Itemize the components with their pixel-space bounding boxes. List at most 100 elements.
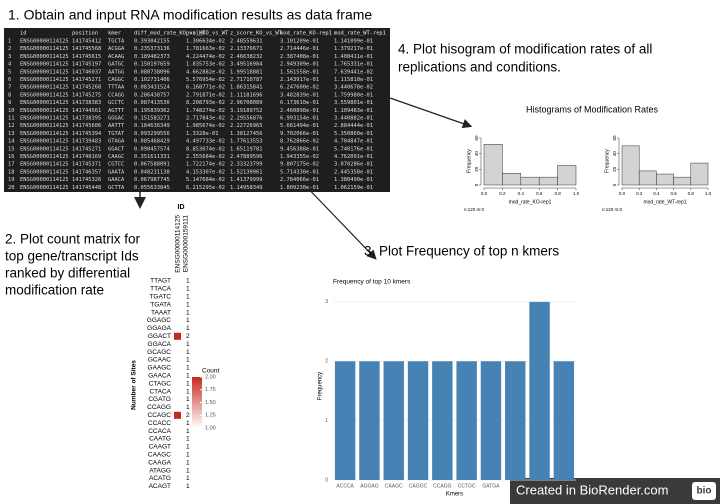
heatmap-row-label: ACAGT <box>149 483 171 490</box>
table-cell: 1.561558e-01 <box>280 69 319 75</box>
heatmap-cell <box>174 396 181 403</box>
legend-gradient <box>192 377 202 428</box>
table-cell: 141745606 <box>72 123 101 129</box>
histogram-title: Histograms of Modification Rates <box>526 104 659 114</box>
table-cell: ENSG00000114125 <box>20 185 69 191</box>
bar <box>359 361 380 480</box>
table-cell: 3 <box>8 54 11 60</box>
heatmap-cell <box>174 309 181 317</box>
logo-box <box>692 482 716 500</box>
heatmap-id-label: ID <box>178 204 185 211</box>
heatmap-row-label: GAAGC <box>148 365 172 372</box>
table-cell: 3.19189752 <box>230 108 262 114</box>
table-cell: 141745371 <box>72 162 101 168</box>
histogram-bar <box>656 173 674 186</box>
heatmap-cell <box>174 317 181 324</box>
table-cell: 5.147684e-02 <box>186 177 225 183</box>
table-cell: ENSG00000114125 <box>20 131 69 137</box>
bar <box>480 361 502 480</box>
table-cell: 2.791871e-02 <box>186 92 225 98</box>
table-cell: 141738383 <box>72 100 101 106</box>
heatmap-cell <box>174 403 181 411</box>
table-cell: 1 <box>8 39 11 45</box>
table-cell: 2.784066e-01 <box>280 177 319 183</box>
heatmap-cell <box>174 348 181 356</box>
x-tick-label: 0.2 <box>499 191 506 196</box>
heatmap-row-label: GCAAC <box>148 357 171 364</box>
table-cell: 141745326 <box>72 177 101 183</box>
table-cell: ENSG00000114125 <box>20 108 69 114</box>
histogram-bar <box>673 176 692 186</box>
legend-tick-label: 1.75 <box>205 387 216 393</box>
legend-tick-label: 2.00 <box>205 374 216 380</box>
heatmap-cell <box>174 475 181 482</box>
heatmap-row-label: GGACT <box>148 333 171 340</box>
table-cell: 0.087413536 <box>134 100 170 106</box>
table-cell: ACGGA <box>108 46 125 52</box>
table-cell: 4.497733e-02 <box>186 139 225 145</box>
table-cell: 3.101209e-01 <box>280 39 319 45</box>
heatmap-cell <box>174 388 181 396</box>
table-cell: 141739483 <box>72 139 101 145</box>
table-cell: 1.3328e-01 <box>186 131 218 137</box>
y-tick-label: 40 <box>612 151 617 157</box>
table-cell: 9 <box>8 100 11 106</box>
bar <box>383 361 404 480</box>
y-tick-label: 20 <box>612 166 617 172</box>
legend-tick-label: 1.25 <box>205 413 216 419</box>
table-cell: 1.765331e-01 <box>334 62 373 68</box>
x-tick-label: GATGA <box>482 483 500 489</box>
heatmap-row-label: CCAGC <box>148 412 172 419</box>
table-cell: 1.835753e-02 <box>186 62 225 68</box>
table-cell: 0.393042155 <box>134 39 170 45</box>
table-cell: 141745271 <box>72 146 101 152</box>
footer-background <box>510 478 720 504</box>
x-tick-label: 0.8 <box>554 191 561 196</box>
table-cell: 1.062159e-01 <box>334 185 373 191</box>
heatmap-column-label: ENSG00000114125 <box>175 215 182 273</box>
heatmap-cell <box>174 324 181 332</box>
y-tick-label: 40 <box>474 151 479 157</box>
heatmap-cell <box>174 459 181 467</box>
heatmap-cell-label: 1 <box>186 396 190 403</box>
table-header: mod_rate_WT-rep1 <box>334 31 386 37</box>
y-tick-label: 60 <box>474 135 479 141</box>
table-cell: 4.762091e-01 <box>334 154 373 160</box>
heatmap-cell <box>174 332 181 340</box>
table-cell: 8.762866e-02 <box>280 139 319 145</box>
table-cell: 1.109483e-01 <box>334 108 373 114</box>
heatmap-row-label: CTAGC <box>149 380 172 387</box>
x-tick-label: 0.2 <box>636 191 643 196</box>
table-cell: 5.661494e-01 <box>280 123 319 129</box>
table-cell: 5 <box>8 69 11 75</box>
heatmap-column-label: ENSG00000159111 <box>183 215 190 273</box>
table-cell: 2.143917e-01 <box>280 77 319 83</box>
histogram-bar <box>621 145 640 186</box>
table-cell: 4.662882e-02 <box>186 69 225 75</box>
step-2-text: 2. Plot count matrix for <box>5 232 141 247</box>
table-cell: 0.195839362 <box>134 108 170 114</box>
table-cell: ENSG00000114125 <box>20 62 69 68</box>
chart-ylabel: Frequency <box>318 372 324 400</box>
table-header: diff_mod_rate_KO_vs_WT <box>134 31 206 37</box>
legend-tick-label: 1.00 <box>205 425 216 431</box>
table-cell: 1.38127456 <box>230 131 262 137</box>
table-cell: 4.224474e-02 <box>186 54 225 60</box>
table-cell: 1.141099e-01 <box>334 39 373 45</box>
table-cell: 0.048231138 <box>134 169 170 175</box>
table-cell: ENSG00000114125 <box>20 85 69 91</box>
table-cell: GAATA <box>108 169 125 175</box>
heatmap-cell-label: 1 <box>186 475 190 482</box>
table-cell: GTAGA <box>108 139 125 145</box>
bar <box>529 301 550 480</box>
histogram-bar <box>690 162 709 186</box>
table-cell: 7.639441e-02 <box>334 69 373 75</box>
heatmap-row-label: ATAGG <box>149 467 171 474</box>
table-cell: 7 <box>8 85 11 91</box>
table-cell: ENSG00000114125 <box>20 162 69 168</box>
table-cell: CAAGC <box>108 154 124 160</box>
y-tick-label: 3 <box>325 299 328 305</box>
bar <box>456 361 477 480</box>
table-cell: 1.65119781 <box>230 146 262 152</box>
